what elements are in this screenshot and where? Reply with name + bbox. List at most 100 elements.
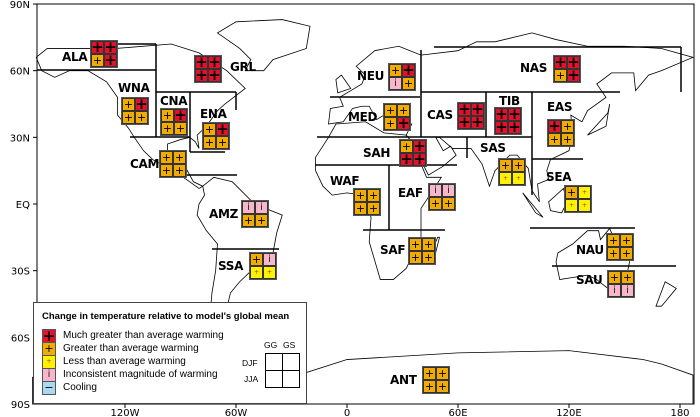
cell-jja-gs: +	[620, 247, 633, 260]
cell-djf-gs: +	[413, 137, 426, 155]
cell-djf-gs: +	[216, 120, 229, 138]
legend-swatch-icon: i	[42, 367, 56, 382]
cell-jja-gg: +	[565, 199, 578, 212]
cell-djf-gg: +	[354, 189, 367, 202]
region-grid-sah: + + + +	[399, 139, 427, 167]
region-label-cna: CNA	[160, 94, 188, 108]
region-label-ant: ANT	[390, 373, 417, 387]
region-label-sas: SAS	[480, 141, 506, 155]
region-grid-neu: + + i +	[388, 63, 416, 91]
cell-djf-gg: +	[122, 98, 135, 111]
cell-jja-gg: +	[423, 380, 436, 393]
region-grid-ala: + + + +	[90, 40, 118, 68]
cell-jja-gs: +	[104, 51, 117, 69]
legend-label: Less than average warming	[63, 356, 186, 367]
lon-tick-label: 120E	[556, 408, 581, 417]
cell-jja-gs: +	[135, 111, 148, 124]
legend-swatch-icon: +	[42, 326, 56, 345]
cell-jja-gg: +	[499, 172, 512, 185]
region-label-waf: WAF	[330, 174, 360, 188]
legend-swatch-icon: +	[42, 341, 56, 356]
region-label-ena: ENA	[200, 107, 227, 121]
key-row-jja: JJA	[244, 374, 259, 384]
cell-djf-gs: i	[263, 253, 276, 266]
lat-tick-label: EQ	[16, 200, 30, 211]
region-grid-ssa: + i + +	[249, 252, 277, 280]
region-label-sau: SAU	[576, 273, 603, 287]
cell-djf-gg: +	[607, 234, 620, 247]
cell-jja-gg: +	[250, 266, 263, 279]
region-label-sea: SEA	[546, 170, 572, 184]
cell-jja-gs: +	[567, 66, 580, 84]
cell-djf-gg: +	[495, 105, 508, 123]
region-label-sah: SAH	[363, 146, 391, 160]
cell-djf-gs: +	[578, 186, 591, 199]
cell-jja-gs: +	[508, 118, 521, 136]
cell-djf-gg: +	[203, 123, 216, 136]
cell-djf-gs: +	[397, 104, 410, 117]
lat-tick-label: 30S	[11, 267, 30, 278]
legend: Change in temperature relative to model'…	[33, 302, 307, 404]
coastline-greenland	[216, 19, 311, 72]
cell-jja-gs: +	[561, 133, 574, 146]
cell-jja-gs: +	[436, 380, 449, 393]
cell-jja-gg: +	[554, 69, 567, 82]
cell-djf-gg: +	[161, 109, 174, 122]
cell-jja-gg: +	[384, 117, 397, 130]
region-grid-nas: + + + +	[553, 55, 581, 83]
cell-djf-gs: +	[512, 159, 525, 172]
key-row-djf: DJF	[242, 358, 258, 368]
cell-jja-gg: i	[608, 284, 621, 297]
cell-djf-gs: +	[471, 100, 484, 118]
region-label-saf: SAF	[380, 243, 406, 257]
cell-jja-gg: +	[242, 214, 255, 227]
cell-jja-gs: +	[471, 113, 484, 131]
legend-label: Cooling	[63, 382, 97, 393]
legend-item: + Greater than average warming	[42, 341, 199, 356]
cell-jja-gs: +	[413, 150, 426, 168]
cell-djf-gg: i	[429, 184, 442, 197]
lon-tick-label: 60E	[448, 408, 467, 417]
cell-djf-gg: +	[548, 117, 561, 135]
cell-djf-gg: +	[389, 64, 402, 77]
season-key-grid	[265, 353, 300, 388]
coastline-new-zealand	[655, 281, 677, 307]
region-grid-tib: + + + +	[494, 107, 522, 135]
cell-jja-gg: +	[160, 164, 173, 177]
coastline-sumatra	[522, 192, 544, 218]
region-grid-eas: + + + +	[547, 119, 575, 147]
cell-jja-gg: +	[409, 251, 422, 264]
cell-djf-gs: +	[208, 53, 221, 71]
cell-djf-gg: +	[250, 253, 263, 266]
legend-item: + Less than average warming	[42, 354, 186, 369]
legend-item: + Much greater than average warming	[42, 326, 224, 345]
cell-djf-gs: +	[104, 38, 117, 56]
region-grid-amz: i i + +	[241, 200, 269, 228]
legend-swatch-icon: −	[42, 380, 56, 395]
lat-tick-label: 60N	[10, 67, 30, 78]
lon-tick-label: 120W	[111, 408, 140, 417]
region-grid-med: + + + +	[383, 103, 411, 131]
region-grid-cna: + + + +	[160, 108, 188, 136]
lat-tick-label: 60S	[11, 333, 30, 344]
region-grid-saf: + + + +	[408, 237, 436, 265]
region-label-eas: EAS	[547, 100, 573, 114]
cell-jja-gs: +	[208, 66, 221, 84]
lon-tick-label: 60W	[225, 408, 248, 417]
cell-djf-gs: +	[567, 53, 580, 71]
region-label-amz: AMZ	[209, 207, 239, 221]
cell-jja-gg: +	[354, 202, 367, 215]
cell-jja-gg: +	[195, 66, 208, 84]
cell-jja-gs: +	[442, 197, 455, 210]
region-grid-cas: + + + +	[457, 102, 485, 130]
region-grid-eaf: i i + +	[428, 183, 456, 211]
cell-djf-gs: +	[173, 151, 186, 164]
region-label-nas: NAS	[520, 61, 548, 75]
region-grid-ant: + + + +	[422, 366, 450, 394]
legend-title: Change in temperature relative to model'…	[42, 311, 290, 322]
cell-jja-gs: +	[216, 136, 229, 149]
region-grid-cam: + + + +	[159, 150, 187, 178]
lon-tick-label: 180	[670, 408, 689, 417]
cell-jja-gg: +	[548, 133, 561, 146]
lat-tick-label: 90N	[10, 0, 30, 11]
